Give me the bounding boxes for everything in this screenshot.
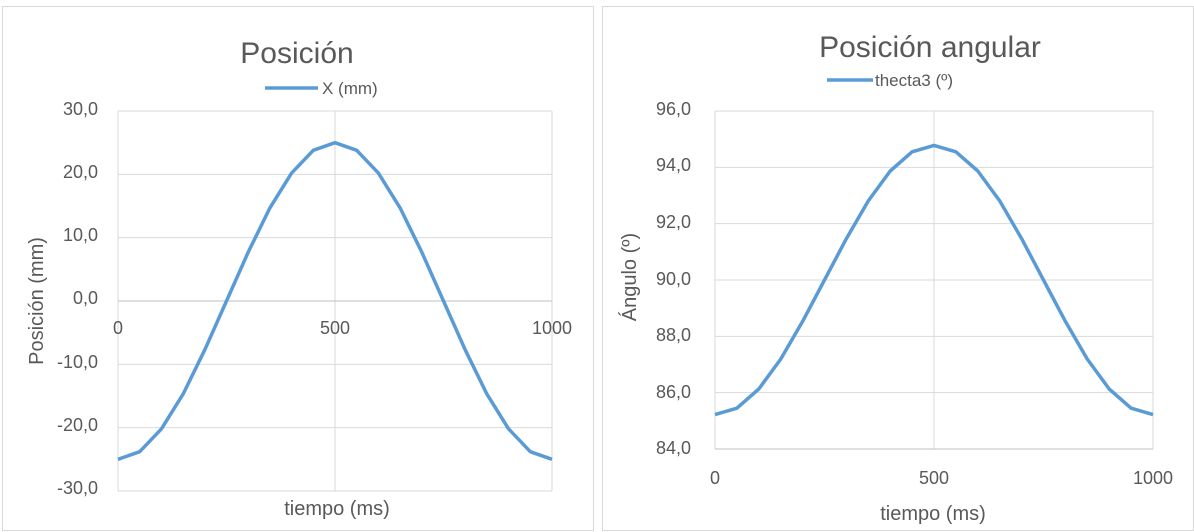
y-tick-label: 96,0	[656, 99, 691, 119]
chart-title: Posición	[240, 37, 353, 70]
y-tick-label: 92,0	[656, 212, 691, 232]
x-tick-label: 0	[113, 318, 123, 338]
chart-panel-position: Posición X (mm) 30,0 20,0 10,0 0,0 -10,0…	[2, 6, 594, 531]
y-tick-label: 94,0	[656, 155, 691, 175]
y-tick-label: 20,0	[63, 162, 98, 182]
chart-angular-svg: Posición angular thecta3 (º) 96,0 94,0 9…	[618, 31, 1173, 525]
x-tick-label: 0	[710, 468, 720, 488]
gridlines	[117, 110, 553, 492]
series-line-thecta3	[714, 143, 1154, 417]
y-tick-label: 10,0	[63, 225, 98, 245]
y-axis-title: Posición (mm)	[26, 237, 48, 365]
y-tick-label: 84,0	[656, 438, 691, 458]
series-line-x-mm	[117, 140, 553, 461]
y-tick-labels: 30,0 20,0 10,0 0,0 -10,0 -20,0 -30,0	[57, 99, 98, 498]
y-tick-label: 86,0	[656, 382, 691, 402]
x-tick-label: 500	[919, 468, 949, 488]
y-tick-label: 0,0	[73, 288, 98, 308]
x-tick-labels: 0 500 1000	[710, 468, 1173, 488]
y-tick-label: -30,0	[57, 478, 98, 498]
y-tick-label: -20,0	[57, 415, 98, 435]
legend-label: X (mm)	[322, 79, 378, 98]
x-axis-title: tiempo (ms)	[880, 503, 986, 525]
x-tick-label: 500	[320, 318, 350, 338]
x-tick-labels: 0 500 1000	[113, 318, 572, 338]
gridlines	[714, 110, 1154, 450]
x-axis-title: tiempo (ms)	[284, 498, 390, 520]
y-tick-label: 90,0	[656, 269, 691, 289]
y-tick-label: 88,0	[656, 325, 691, 345]
x-tick-label: 1000	[532, 318, 572, 338]
chart-title: Posición angular	[819, 31, 1041, 64]
legend-label: thecta3 (º)	[875, 71, 953, 90]
y-axis-title: Ángulo (º)	[618, 233, 641, 321]
y-tick-labels: 96,0 94,0 92,0 90,0 88,0 86,0 84,0	[656, 99, 691, 458]
chart-position-svg: Posición X (mm) 30,0 20,0 10,0 0,0 -10,0…	[26, 37, 572, 520]
chart-panel-angular-position: Posición angular thecta3 (º) 96,0 94,0 9…	[602, 6, 1194, 531]
y-tick-label: 30,0	[63, 99, 98, 119]
y-tick-label: -10,0	[57, 352, 98, 372]
x-tick-label: 1000	[1133, 468, 1173, 488]
